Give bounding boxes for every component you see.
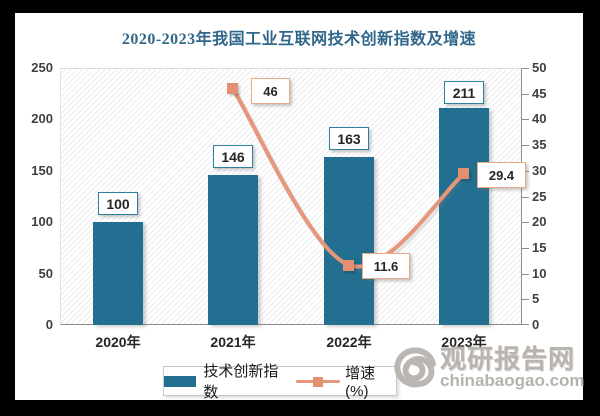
right-axis-tick: 50 [532,60,547,75]
right-axis-tickmark [522,145,529,146]
line-marker-2021 [227,83,238,94]
left-axis-tick: 250 [31,60,53,75]
bar-value-label: 211 [444,81,484,104]
right-axis-tickmark [522,94,529,95]
right-axis-tick: 15 [532,240,547,255]
bar-2022 [324,157,374,325]
chart-legend: 技术创新指数 增速(%) [163,363,397,401]
legend-bar-swatch [164,375,197,387]
right-axis-tickmark [522,248,529,249]
right-axis-tick: 10 [532,266,547,281]
line-marker-2023 [458,168,469,179]
bar-2021 [208,175,258,325]
right-axis-tickmark [522,197,529,198]
right-axis-tickmark [522,299,529,300]
right-axis-tick: 35 [532,137,547,152]
right-axis-tick: 30 [532,163,547,178]
bar-2020 [93,222,143,325]
watermark-site-name: 观研报告网 [440,344,576,374]
bar-value-label: 163 [329,127,369,150]
left-axis-tick: 0 [45,317,53,332]
right-axis-tick: 45 [532,86,547,101]
watermark-site-url: chinabaogao.com [440,371,585,390]
right-axis-tick: 40 [532,111,547,126]
line-value-label: 29.4 [477,162,526,188]
left-axis-tick: 150 [31,163,53,178]
legend-line-swatch [296,376,341,387]
line-marker-2022 [343,260,354,271]
line-value-label: 11.6 [362,253,410,279]
x-axis-label-2022: 2022年 [326,334,372,350]
line-value-label: 46 [251,78,290,104]
bar-value-label: 146 [213,145,253,168]
legend-line-label: 增速(%) [345,365,376,400]
right-axis-tickmark [522,324,529,325]
left-axis-tick: 200 [31,111,53,126]
right-axis-tickmark [522,222,529,223]
chart-title: 2020-2023年我国工业互联网技术创新指数及增速 [121,31,477,48]
chart-card: 2020-2023年我国工业互联网技术创新指数及增速 250 200 150 1… [15,13,585,401]
right-axis-tick: 20 [532,214,547,229]
right-axis-tickmark [522,274,529,275]
legend-bar-label: 技术创新指数 [203,363,279,401]
bar-2023 [439,108,489,325]
right-axis-tick: 0 [532,317,540,332]
right-axis-tickmark [522,68,529,69]
x-axis-label-2020: 2020年 [95,334,141,350]
right-axis-tick: 25 [532,189,547,204]
left-axis-tick: 50 [38,266,53,281]
watermark: 观研报告网 chinabaogao.com [390,335,585,399]
right-axis-tickmark [522,119,529,120]
right-axis-tick: 5 [532,291,540,306]
x-axis-label-2023: 2023年 [441,334,487,350]
left-axis-tick: 100 [31,214,53,229]
watermark-swirl-icon [394,347,436,388]
x-axis-label-2021: 2021年 [210,334,256,350]
bar-value-label: 100 [98,192,138,215]
